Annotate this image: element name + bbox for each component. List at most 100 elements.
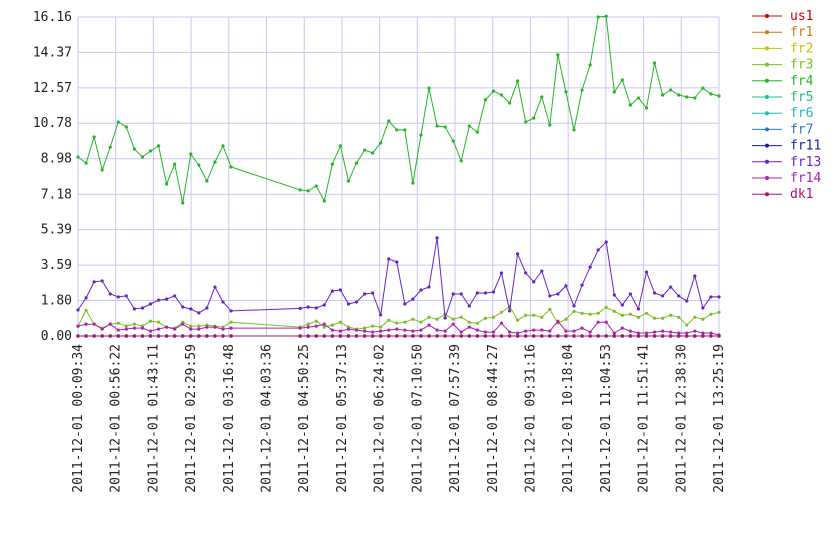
data-point	[387, 119, 391, 123]
data-point	[499, 271, 504, 275]
data-point	[379, 313, 383, 317]
data-point	[362, 334, 367, 338]
data-point	[124, 324, 128, 328]
data-point	[475, 328, 479, 332]
data-point	[379, 329, 383, 333]
data-point	[84, 161, 88, 165]
data-point	[612, 331, 616, 335]
data-point	[612, 90, 616, 94]
data-point	[371, 324, 375, 328]
legend-marker	[765, 30, 769, 35]
data-point	[588, 330, 592, 334]
data-point	[604, 14, 608, 18]
data-point	[346, 327, 351, 331]
legend-marker	[765, 95, 769, 99]
data-point	[395, 260, 399, 264]
data-point	[677, 331, 681, 335]
legend-marker	[765, 111, 769, 116]
data-point	[491, 89, 496, 93]
data-point	[148, 319, 153, 323]
data-point	[181, 305, 185, 309]
data-point	[516, 334, 520, 338]
legend-label: fr13	[790, 155, 821, 170]
data-point	[628, 103, 632, 107]
data-point	[685, 299, 689, 303]
data-point	[620, 313, 624, 317]
data-point	[306, 322, 310, 326]
data-point	[588, 265, 592, 269]
data-point	[636, 331, 641, 335]
data-point	[100, 168, 104, 172]
data-point	[156, 327, 161, 331]
data-point	[108, 334, 112, 338]
data-point	[612, 334, 616, 338]
data-point	[156, 320, 161, 324]
data-point	[173, 162, 177, 166]
data-point	[371, 151, 375, 155]
data-point	[371, 334, 375, 338]
data-point	[92, 334, 96, 338]
data-point	[362, 148, 367, 152]
data-point	[443, 329, 447, 333]
data-point	[140, 334, 145, 338]
data-point	[387, 318, 391, 322]
data-point	[379, 141, 383, 145]
data-point	[540, 95, 544, 99]
data-point	[669, 285, 673, 289]
legend-label: fr7	[790, 122, 813, 137]
data-point	[189, 324, 193, 328]
data-point	[572, 309, 576, 313]
data-point	[189, 152, 193, 156]
data-point	[467, 124, 471, 128]
data-point	[173, 294, 177, 298]
data-point	[148, 149, 153, 153]
data-point	[221, 144, 225, 148]
legend-label: fr2	[790, 41, 813, 56]
legend-label: us1	[790, 9, 813, 24]
data-point	[483, 316, 487, 320]
data-point	[636, 307, 641, 311]
x-tick-label: 2011-12-01 01:43:11	[146, 344, 161, 493]
data-point	[205, 325, 209, 329]
data-point	[197, 163, 201, 167]
data-point	[693, 274, 697, 278]
y-tick-label: 1.80	[41, 293, 72, 308]
data-point	[701, 86, 705, 90]
data-point	[443, 334, 447, 338]
data-point	[636, 334, 641, 338]
data-point	[354, 334, 359, 338]
legend-marker	[765, 62, 769, 67]
data-point	[499, 310, 504, 314]
data-point	[661, 316, 665, 320]
data-point	[427, 315, 431, 319]
data-point	[165, 182, 169, 186]
data-point	[693, 96, 697, 100]
data-point	[124, 294, 128, 298]
data-point	[532, 313, 536, 317]
data-point	[548, 334, 552, 338]
data-point	[213, 160, 217, 164]
legend-label: dk1	[790, 187, 813, 202]
x-tick-label: 2011-12-01 00:09:34	[71, 344, 86, 493]
data-point	[652, 291, 657, 295]
data-point	[572, 304, 576, 308]
data-point	[306, 334, 310, 338]
data-point	[387, 334, 391, 338]
data-point	[140, 155, 145, 159]
data-point	[173, 327, 177, 331]
x-tick-label: 2011-12-01 11:51:41	[637, 344, 652, 493]
data-point	[124, 327, 128, 331]
data-point	[148, 329, 153, 333]
data-point	[548, 294, 552, 298]
data-point	[564, 317, 568, 321]
data-point	[92, 135, 96, 139]
data-point	[685, 323, 689, 327]
legend-marker	[765, 78, 769, 83]
data-point	[459, 330, 463, 334]
data-point	[467, 334, 471, 338]
data-point	[362, 326, 367, 330]
data-point	[395, 327, 399, 331]
data-point	[652, 316, 657, 320]
data-point	[403, 334, 407, 338]
